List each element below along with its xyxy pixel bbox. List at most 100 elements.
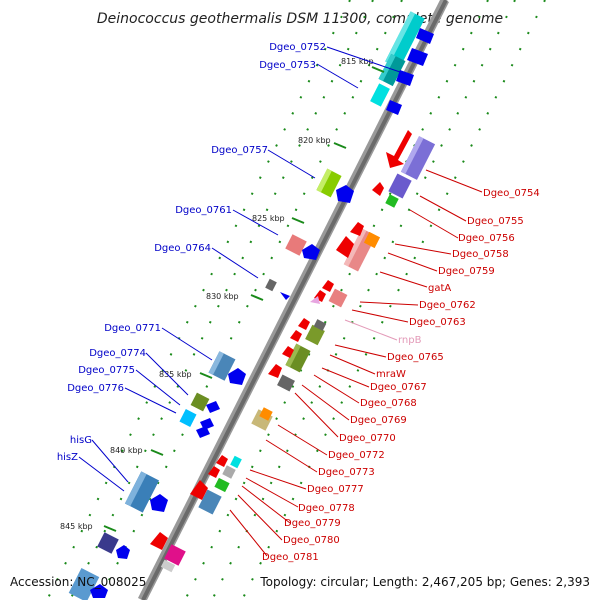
- gene-label: Dgeo_0768: [360, 398, 417, 409]
- gene-block: [97, 532, 119, 554]
- gene-label: Dgeo_0754: [483, 188, 540, 199]
- gene-arrow: [282, 346, 294, 358]
- gene-block: [230, 455, 242, 469]
- gene-label: hisG: [70, 435, 92, 446]
- gene-label: Dgeo_0767: [370, 382, 427, 393]
- gene-arrow: [350, 222, 364, 236]
- gene-label: Dgeo_0764: [154, 243, 211, 254]
- gene-label: mraW: [376, 369, 406, 380]
- gene-block: [179, 409, 197, 427]
- gene-block: [68, 567, 100, 600]
- gene-arrow: [228, 368, 246, 385]
- gene-block: [198, 489, 222, 515]
- gene-arrow: [216, 455, 228, 467]
- gene-label: Dgeo_0755: [467, 216, 524, 227]
- svg-text:845 kbp: 845 kbp: [60, 522, 93, 531]
- gene-label: Dgeo_0772: [328, 450, 385, 461]
- gene-arrow: [150, 494, 168, 512]
- scale-tick: 845 kbp: [60, 522, 117, 532]
- gene-arrow: [268, 364, 282, 378]
- gene-arrow: [386, 100, 402, 115]
- map-title: Deinococcus geothermalis DSM 11300, comp…: [96, 11, 504, 27]
- gene-blocks-left: [68, 11, 425, 600]
- gene-block: [316, 168, 342, 198]
- rna-feature: [310, 296, 320, 304]
- gene-label: Dgeo_0773: [318, 467, 375, 478]
- gene-arrow: [336, 236, 354, 258]
- gene-label: Dgeo_0762: [419, 300, 476, 311]
- leader-lines-left: [78, 46, 401, 492]
- gene-arrow: [208, 466, 220, 478]
- gene-block: [328, 288, 348, 308]
- scale-tick: 840 kbp: [110, 446, 164, 456]
- leader-line-rnpb: [344, 319, 398, 341]
- gene-label: hisZ: [57, 452, 78, 463]
- gene-block: [305, 324, 325, 346]
- svg-text:815 kbp: 815 kbp: [341, 57, 374, 66]
- gene-label: Dgeo_0778: [298, 503, 355, 514]
- svg-text:820 kbp: 820 kbp: [298, 136, 331, 145]
- scale-tick: 830 kbp: [206, 292, 264, 301]
- gene-arrow: [407, 48, 428, 66]
- gene-label: Dgeo_0777: [307, 484, 364, 495]
- gene-label: Dgeo_0775: [78, 365, 135, 376]
- gene-label: rnpB: [398, 335, 422, 346]
- gene-arrow: [416, 28, 434, 44]
- gene-block: [259, 407, 273, 421]
- gene-arrow: [190, 480, 208, 500]
- gene-arrows-left: [90, 28, 434, 598]
- gene-arrow: [372, 182, 384, 196]
- gene-arrow: [336, 185, 354, 203]
- svg-text:840 kbp: 840 kbp: [110, 446, 143, 455]
- gene-label: Dgeo_0779: [284, 518, 341, 529]
- gene-label: Dgeo_0765: [387, 352, 444, 363]
- gene-arrow: [322, 280, 334, 292]
- gene-arrow: [280, 292, 290, 300]
- gene-block: [124, 471, 160, 513]
- gene-label: Dgeo_0756: [458, 233, 515, 244]
- scale-ticks: 815 kbp 820 kbp 825 kbp 830 kbp 835 kbp …: [60, 57, 385, 532]
- gene-block: [285, 234, 307, 256]
- gene-label: Dgeo_0761: [175, 205, 232, 216]
- gene-block: [400, 136, 436, 180]
- gene-label: Dgeo_0781: [262, 552, 319, 563]
- gene-label: Dgeo_0774: [89, 348, 146, 359]
- scale-tick: 815 kbp: [341, 57, 385, 73]
- gene-arrows-right: [150, 130, 412, 550]
- gene-label: Dgeo_0752: [269, 42, 326, 53]
- gene-label: Dgeo_0769: [350, 415, 407, 426]
- gene-block: [164, 544, 186, 566]
- gene-arrow: [290, 330, 302, 342]
- gene-block: [363, 231, 381, 249]
- gene-arrow: [206, 401, 220, 413]
- gene-label: Dgeo_0758: [452, 249, 509, 260]
- gene-arrow: [90, 584, 108, 598]
- scale-tick: 825 kbp: [252, 214, 305, 224]
- gene-label: Dgeo_0780: [283, 535, 340, 546]
- svg-text:835 kbp: 835 kbp: [159, 370, 192, 379]
- gene-arrow: [150, 532, 168, 550]
- gene-block: [265, 278, 277, 292]
- gene-block: [388, 173, 412, 199]
- gene-block: [277, 374, 295, 392]
- svg-text:830 kbp: 830 kbp: [206, 292, 239, 301]
- gene-block: [385, 194, 399, 208]
- gene-block: [190, 392, 210, 412]
- gene-label: gatA: [428, 283, 451, 294]
- gene-arrow: [396, 70, 414, 86]
- gene-blocks-right: [160, 136, 436, 573]
- gene-label: Dgeo_0759: [438, 266, 495, 277]
- gene-block: [285, 343, 311, 373]
- gene-arrow: [302, 244, 320, 260]
- gene-label: Dgeo_0770: [339, 433, 396, 444]
- gene-label: Dgeo_0757: [211, 145, 268, 156]
- gene-label: Dgeo_0763: [409, 317, 466, 328]
- gene-arrow: [116, 545, 130, 559]
- gene-arrow: [386, 130, 412, 168]
- labels-left: Dgeo_0752 Dgeo_0753 Dgeo_0757 Dgeo_0761 …: [57, 42, 326, 463]
- gene-arrow: [298, 318, 310, 330]
- backbone: [137, 0, 450, 600]
- svg-text:825 kbp: 825 kbp: [252, 214, 285, 223]
